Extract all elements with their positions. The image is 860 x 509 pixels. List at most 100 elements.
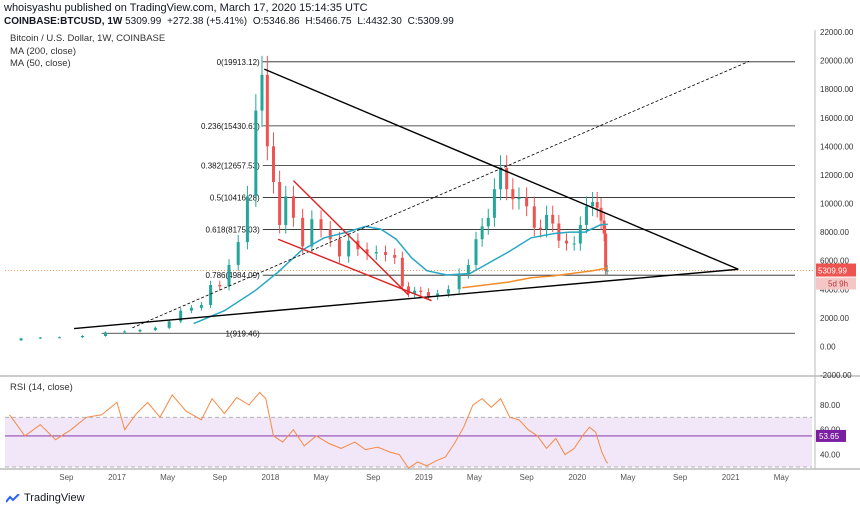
triangle-lower-line [73,268,739,330]
price-axis-tick-label: 12000.00 [820,171,854,180]
candle-body [103,332,107,336]
fib-level-label: 0.618(8175.03) [205,226,260,235]
candle-body [301,217,305,247]
candle-body [57,337,61,339]
time-axis-tick-label: May [160,473,175,482]
candle-body [551,214,555,224]
candle-body [599,207,603,221]
candle-body [419,290,423,293]
candle-body [604,233,608,271]
fib-level-label: 1(919.46) [225,329,260,338]
candle-body [179,310,183,322]
candle-body [545,214,549,230]
fib-level-label: 0.382(12657.53) [201,162,260,171]
candle-body [209,284,213,305]
candle-body [199,304,203,308]
rsi-band [5,417,812,467]
candle-body [436,293,440,297]
candle-body [538,227,542,230]
ma50-line [193,223,608,325]
wedge-top-line [292,180,409,296]
candle-body [505,167,509,190]
candle-body [365,249,369,254]
candle-body [167,321,171,328]
candle-body [511,189,515,200]
price-axis-tick-label: 6000.00 [820,257,849,266]
candle-body [474,239,478,265]
time-axis-tick-label: May [620,473,635,482]
candle-body [254,110,258,197]
price-axis-tick-label: 16000.00 [820,114,854,123]
rsi-value-tag [816,429,846,442]
candle-body [466,264,470,274]
ma200-line [462,267,609,289]
price-axis-tick-label: 4000.00 [820,285,849,294]
time-axis-tick-label: 2017 [108,473,126,482]
time-axis-tick-label: Sep [520,473,535,482]
candle-body [218,284,222,287]
candle-body [426,292,430,297]
candle-body [80,335,84,338]
rsi-axis-tick-label: 80.00 [820,401,841,410]
time-axis-tick-label: 2019 [415,473,433,482]
candle-body [271,146,275,183]
time-axis-tick-label: Sep [366,473,381,482]
ohlc-close: C:5309.99 [407,16,454,27]
candle-body [328,229,332,240]
price-axis-tick-label: 14000.00 [820,142,854,151]
price-axis-tick-label: 20000.00 [820,57,854,66]
candle-body [19,338,23,341]
rsi-value-tag-label: 53.65 [819,432,840,441]
time-axis-tick-label: 2018 [262,473,280,482]
candle-body [584,206,588,225]
price-tag-label: 5309.99 [818,267,847,276]
time-axis-tick-label: May [774,473,789,482]
time-axis-tick-label: Sep [59,473,74,482]
candle-body [407,286,410,294]
candle-body [319,219,323,230]
candle-body [227,264,231,287]
candle-body [565,240,569,244]
candle-body [525,197,529,207]
candle-body [595,202,599,208]
fib-level-label: 0.786(4984.09) [205,271,260,280]
fib-level-label: 0.236(15430.61) [201,122,260,131]
chart-title: Bitcoin / U.S. Dollar, 1W, COINBASE [10,33,166,44]
candle-body [310,219,314,247]
candle-body [446,289,450,294]
tradingview-brand: TradingView [24,492,85,504]
time-axis-tick-label: Sep [213,473,228,482]
candle-body [153,327,157,330]
ohlc-low: L:4432.30 [357,16,402,27]
price-axis-tick-label: 8000.00 [820,228,849,237]
candle-body [38,337,42,339]
time-axis-tick-label: 2021 [722,473,740,482]
fib-level-label: 0.5(10416.28) [210,194,260,203]
ma200-legend: MA (200, close) [10,46,76,57]
rsi-line [9,391,609,469]
candle-body [383,252,387,255]
candle-body [189,307,193,311]
candle-body [337,239,341,257]
fib-level-label: 0(19913.12) [217,58,260,67]
price-axis-tick-label: 18000.00 [820,85,854,94]
candle-body [486,217,490,227]
candle-body [413,290,417,294]
countdown-tag-label: 5d 9h [828,280,848,289]
candle-body [138,329,142,332]
tradingview-logo-icon [6,493,20,503]
publisher-line: whoisyashu published on TradingView.com,… [4,2,368,14]
countdown-tag [816,277,856,290]
price-axis-tick-label: -2000.00 [820,371,852,380]
candle-body [278,182,282,225]
price-axis-tick-label: 2000.00 [820,314,849,323]
candle-body [605,270,609,272]
triangle-upper-line [264,68,739,270]
symbol-name: COINBASE:BTCUSD, 1W [4,16,123,27]
last-price: 5309.99 [125,16,162,27]
tradingview-footer: TradingView [6,492,85,504]
price-change: +272.38 (+5.41%) [167,16,248,27]
candle-body [602,220,606,234]
price-axis-tick-label: 22000.00 [820,28,854,37]
